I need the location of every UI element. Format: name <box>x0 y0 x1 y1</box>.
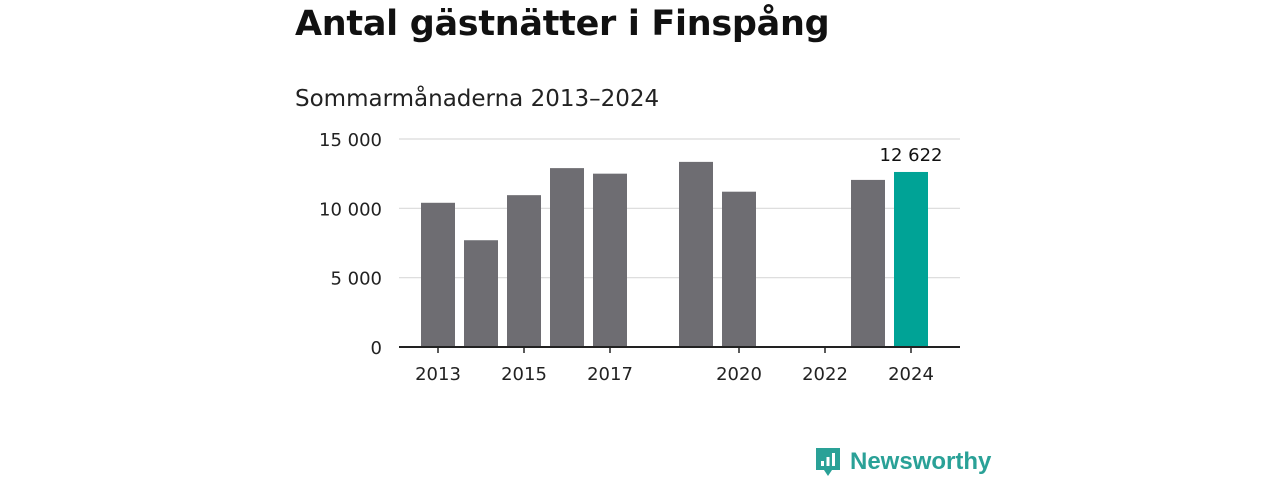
brand-name: Newsworthy <box>850 448 992 475</box>
x-tick-label: 2013 <box>415 364 461 385</box>
newsworthy-logo-icon <box>816 448 840 476</box>
chart-subtitle: Sommarmånaderna 2013–2024 <box>295 86 660 112</box>
x-tick-label: 2022 <box>802 364 848 385</box>
x-tick-label: 2024 <box>888 364 934 385</box>
bar-2015 <box>507 195 541 347</box>
data-labels: 12 622 <box>880 145 943 166</box>
chart-title: Antal gästnätter i Finspång <box>295 4 830 44</box>
x-tick-label: 2020 <box>716 364 762 385</box>
bar-2023 <box>851 179 885 347</box>
x-tick-label: 2017 <box>587 364 633 385</box>
x-tick-label: 2015 <box>501 364 547 385</box>
bar-2013 <box>421 202 455 347</box>
bar-2020 <box>722 191 756 347</box>
bars <box>421 161 928 347</box>
brand: Newsworthy <box>814 446 991 478</box>
y-tick-label: 10 000 <box>319 199 382 220</box>
bar-2024 <box>894 171 928 347</box>
bar-2014 <box>464 240 498 347</box>
bar-2019 <box>679 161 713 347</box>
bar-2017 <box>593 173 627 347</box>
y-tick-label: 0 <box>371 338 382 359</box>
bar-2016 <box>550 168 584 347</box>
data-label-2024: 12 622 <box>880 145 943 166</box>
y-axis-ticks: 0 5 000 10 000 15 000 <box>319 130 382 359</box>
y-tick-label: 15 000 <box>319 130 382 151</box>
y-tick-label: 5 000 <box>330 269 382 290</box>
x-axis-ticks: 2013 2015 2017 2020 2022 2024 <box>399 346 960 385</box>
